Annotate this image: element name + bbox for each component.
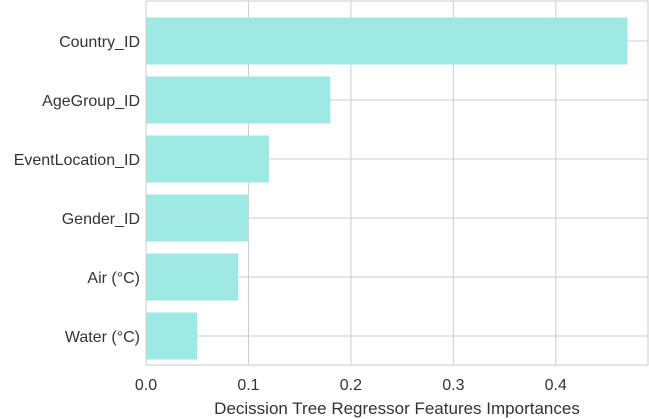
y-tick-label: EventLocation_ID	[14, 152, 140, 169]
y-tick-label: Water (°C)	[65, 329, 140, 346]
y-tick-label: Gender_ID	[62, 211, 140, 228]
bar	[146, 135, 269, 183]
x-axis-label: Decission Tree Regressor Features Import…	[214, 399, 580, 418]
bar	[146, 253, 239, 301]
x-tick-label: 0.2	[340, 377, 362, 394]
bar	[146, 76, 331, 124]
y-tick-labels: Country_ID AgeGroup_ID EventLocation_ID Gen…	[14, 34, 140, 346]
y-tick-label: AgeGroup_ID	[42, 93, 140, 110]
bar	[146, 312, 198, 360]
y-tick-label: Country_ID	[59, 34, 140, 51]
y-tick-label: Air (°C)	[87, 270, 140, 287]
x-tick-label: 0.0	[135, 377, 157, 394]
bars	[146, 17, 628, 360]
x-tick-labels: 0.0 0.1 0.2 0.3 0.4	[135, 377, 567, 394]
plot-frame	[145, 0, 649, 366]
x-tick-label: 0.4	[545, 377, 567, 394]
bar	[146, 194, 249, 242]
x-tick-label: 0.1	[237, 377, 259, 394]
bar	[146, 17, 628, 65]
x-tick-label: 0.3	[442, 377, 464, 394]
